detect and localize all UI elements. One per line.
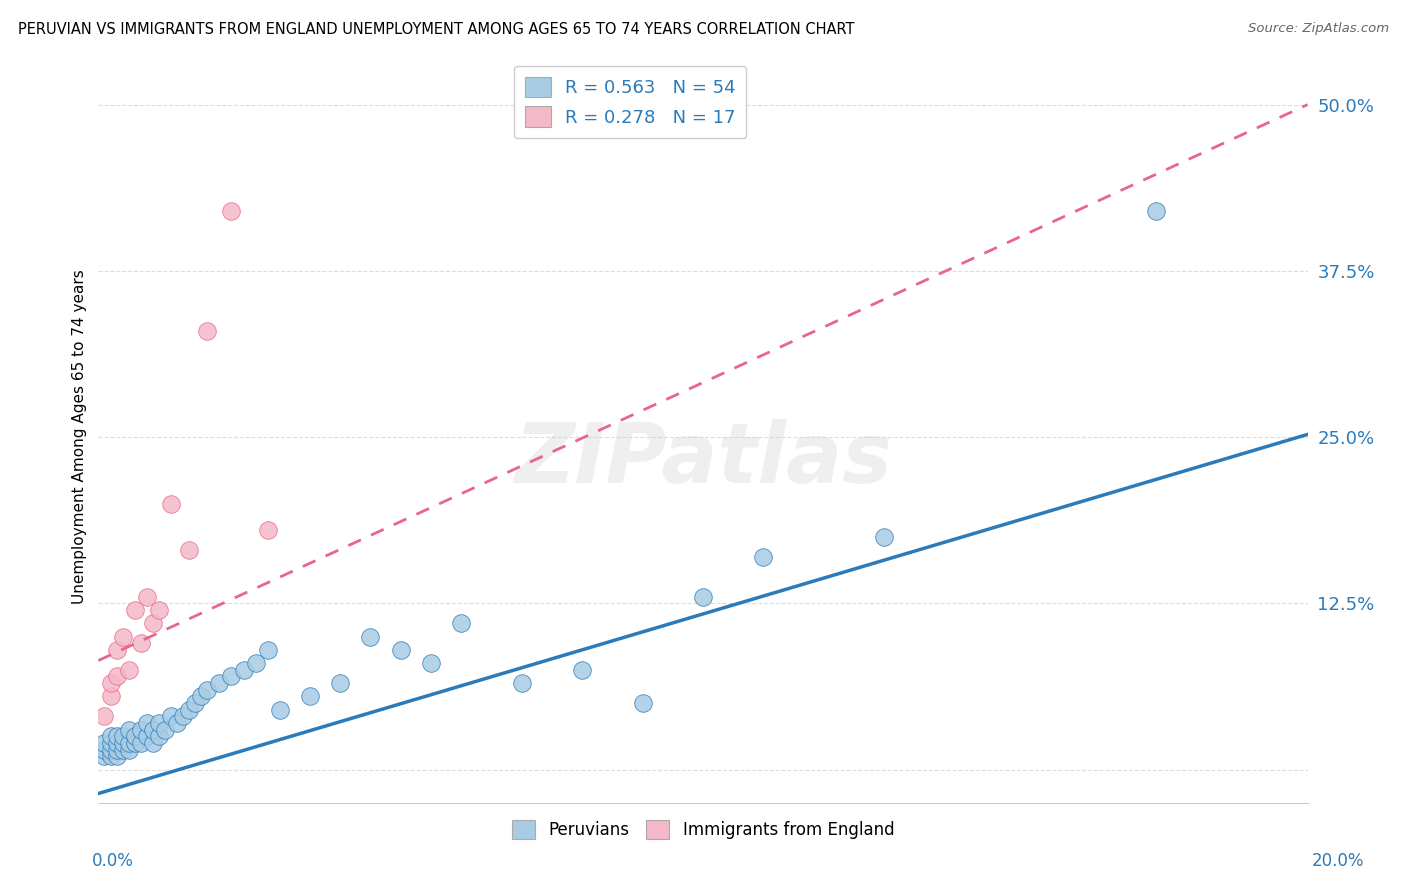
Point [105,643,128,657]
Point [179,703,201,717]
Point [93,742,115,756]
Text: PERUVIAN VS IMMIGRANTS FROM ENGLAND UNEMPLOYMENT AMONG AGES 65 TO 74 YEARS CORRE: PERUVIAN VS IMMIGRANTS FROM ENGLAND UNEM… [18,22,855,37]
Point [105,669,128,683]
Point [510,676,533,690]
Point [129,723,152,737]
Point [118,723,141,737]
Point [93,736,115,750]
Point [389,643,412,657]
Point [105,742,128,756]
Point [256,523,278,537]
Point [360,630,382,644]
Text: 0.0%: 0.0% [91,852,134,870]
Point [100,742,122,756]
Point [256,643,278,657]
Point [752,549,775,564]
Point [100,729,122,743]
Point [100,749,122,764]
Point [118,736,141,750]
Point [190,690,212,704]
Text: 20.0%: 20.0% [1312,852,1364,870]
Point [129,636,152,650]
Point [172,709,194,723]
Point [692,590,714,604]
Point [299,690,322,704]
Point [142,723,165,737]
Point [93,749,115,764]
Text: Source: ZipAtlas.com: Source: ZipAtlas.com [1249,22,1389,36]
Point [105,729,128,743]
Point [124,603,146,617]
Point [221,204,243,219]
Point [124,729,146,743]
Point [105,749,128,764]
Point [100,736,122,750]
Point [142,736,165,750]
Point [111,736,134,750]
Point [420,656,443,670]
Point [135,729,157,743]
Point [100,676,122,690]
Point [269,703,291,717]
Point [142,616,165,631]
Point [111,630,134,644]
Point [111,729,134,743]
Point [179,543,201,558]
Point [329,676,352,690]
Point [105,736,128,750]
Point [124,736,146,750]
Point [100,690,122,704]
Point [111,742,134,756]
Point [148,603,170,617]
Point [148,716,170,731]
Text: ZIPatlas: ZIPatlas [515,418,891,500]
Point [1144,204,1167,219]
Point [232,663,254,677]
Point [135,716,157,731]
Point [129,736,152,750]
Point [160,497,183,511]
Point [450,616,472,631]
Point [166,716,188,731]
Point [195,324,218,338]
Point [873,530,896,544]
Point [135,590,157,604]
Point [208,676,231,690]
Point [160,709,183,723]
Y-axis label: Unemployment Among Ages 65 to 74 years: Unemployment Among Ages 65 to 74 years [72,269,87,605]
Point [148,729,170,743]
Point [221,669,243,683]
Point [195,682,218,697]
Point [631,696,654,710]
Point [93,709,115,723]
Point [118,742,141,756]
Point [118,663,141,677]
Point [153,723,176,737]
Point [571,663,593,677]
Point [245,656,267,670]
Point [184,696,207,710]
Legend: Peruvians, Immigrants from England: Peruvians, Immigrants from England [505,814,901,846]
